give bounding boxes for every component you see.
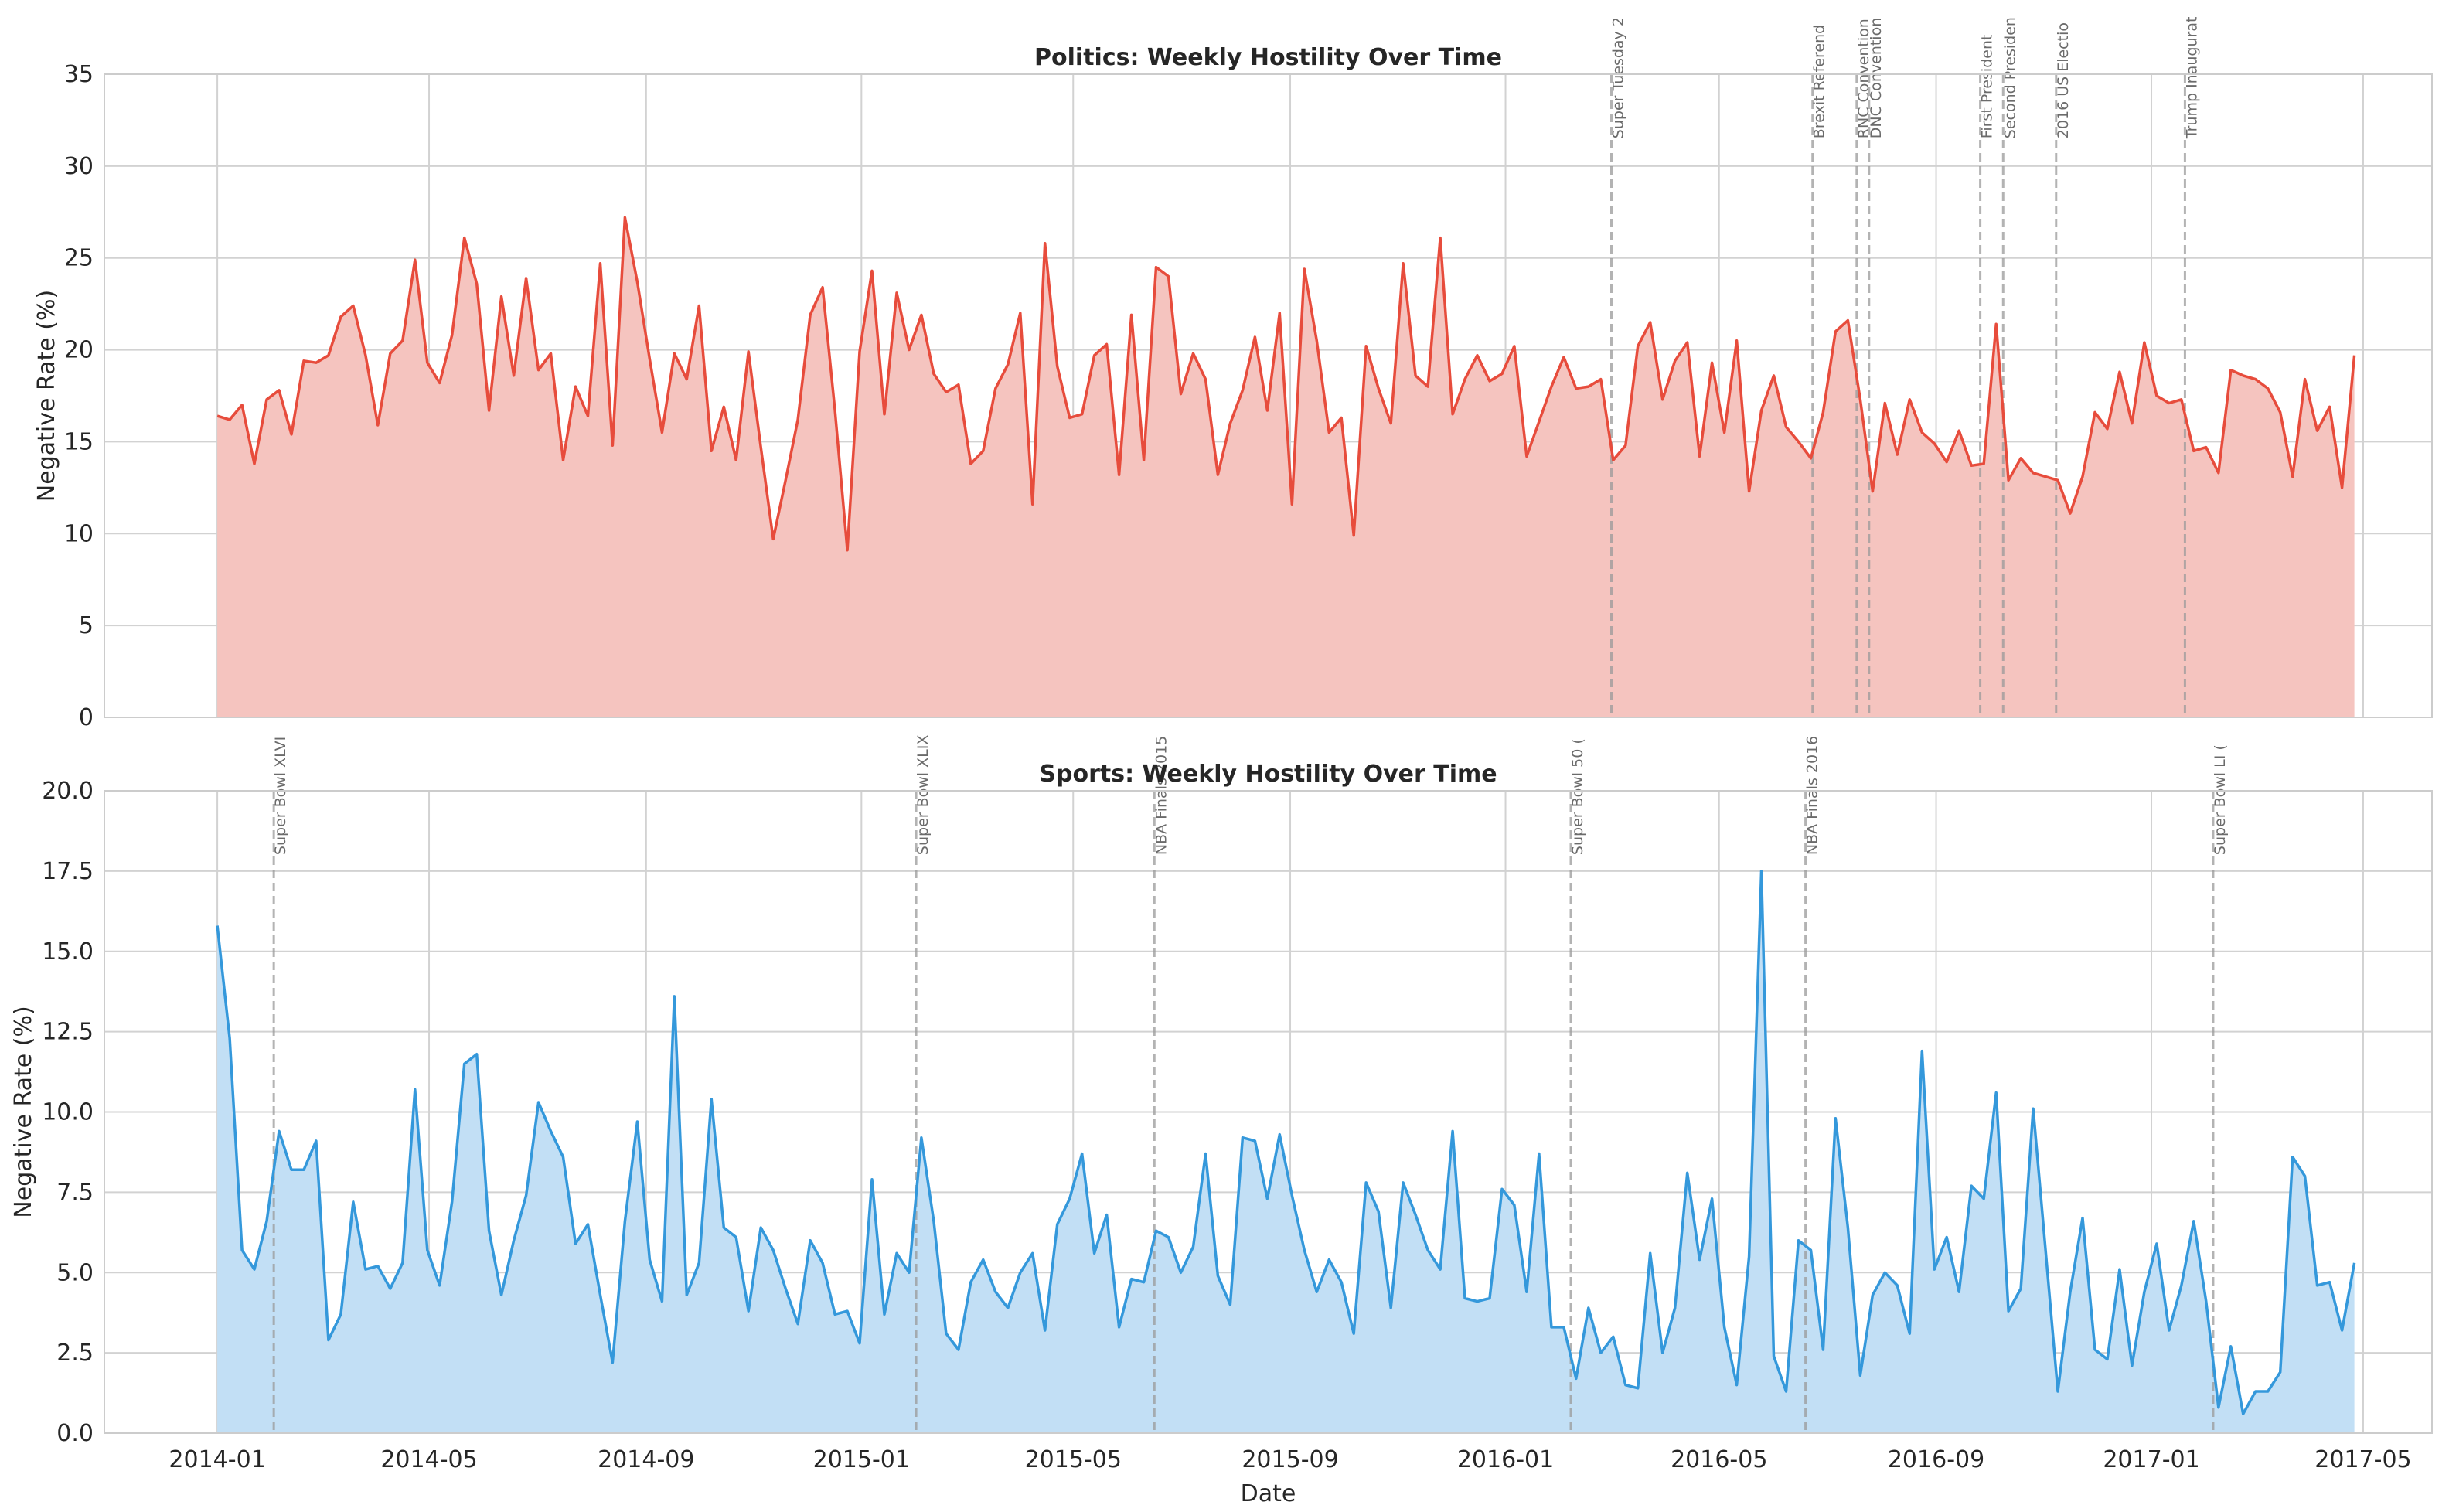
- event-marker-label: Super Bowl 50 (: [1569, 738, 1586, 855]
- event-marker-label: First President: [1979, 35, 1996, 139]
- y-tick-label: 25: [64, 245, 94, 272]
- chart-title: Sports: Weekly Hostility Over Time: [1039, 761, 1497, 788]
- y-tick-label: 0: [79, 704, 94, 731]
- y-tick-label: 17.5: [42, 858, 94, 885]
- event-marker-label: Second Presiden: [2001, 17, 2018, 138]
- x-tick-label: 2014-09: [598, 1446, 694, 1473]
- y-tick-label: 0.0: [56, 1420, 94, 1447]
- event-marker-label: Super Bowl XLIX: [915, 735, 932, 855]
- event-marker-label: Brexit Referend: [1811, 25, 1828, 138]
- y-tick-label: 7.5: [56, 1179, 94, 1206]
- y-tick-label: 2.5: [56, 1340, 94, 1367]
- x-tick-label: 2014-01: [169, 1446, 265, 1473]
- event-marker-label: 2016 US Electio: [2055, 22, 2072, 138]
- y-tick-label: 20.0: [42, 778, 94, 805]
- y-tick-label: 10.0: [42, 1099, 94, 1126]
- politics-chart-panel: Super Tuesday 2 Brexit Referend RNC Conven…: [33, 17, 2433, 731]
- y-tick-label: 5.0: [56, 1259, 94, 1286]
- series-line: [216, 216, 2356, 552]
- x-tick-label: 2015-05: [1025, 1446, 1122, 1473]
- x-tick-label: 2016-09: [1888, 1446, 1984, 1473]
- y-axis-label: Negative Rate (%): [10, 1006, 37, 1217]
- y-tick-label: 10: [64, 520, 94, 547]
- plot-frame: [104, 790, 2433, 1434]
- x-tick-label: 2017-01: [2103, 1446, 2199, 1473]
- y-tick-label: 5: [79, 612, 94, 639]
- y-tick-label: 20: [64, 337, 94, 364]
- y-tick-label: 15: [64, 428, 94, 455]
- plot-frame: [104, 73, 2433, 718]
- chart-title: Politics: Weekly Hostility Over Time: [1034, 44, 1502, 71]
- y-tick-label: 35: [64, 61, 94, 88]
- y-tick-label: 15.0: [42, 938, 94, 965]
- sports-chart-panel: Super Bowl XLVI Super Bowl XLIX NBA Finals…: [10, 735, 2433, 1507]
- series-line: [216, 870, 2356, 1415]
- y-tick-label: 12.5: [42, 1019, 94, 1046]
- event-marker-label: Super Tuesday 2: [1610, 17, 1627, 138]
- y-axis-label: Negative Rate (%): [33, 290, 60, 502]
- x-tick-label: 2015-09: [1242, 1446, 1338, 1473]
- event-marker-label: Super Bowl XLVI: [272, 737, 289, 855]
- series-area: [217, 217, 2355, 717]
- y-tick-label: 30: [64, 153, 94, 180]
- x-tick-label: 2016-01: [1457, 1446, 1554, 1473]
- x-axis-label: Date: [1241, 1480, 1296, 1507]
- event-marker-label: NBA Finals 2016: [1804, 736, 1821, 855]
- x-tick-label: 2017-05: [2314, 1446, 2411, 1473]
- event-marker-label: Super Bowl LI (: [2212, 744, 2229, 855]
- event-marker-label: NBA Finals 2015: [1153, 736, 1170, 855]
- x-tick-label: 2016-05: [1671, 1446, 1767, 1473]
- event-marker-label: DNC Convention: [1868, 18, 1885, 138]
- x-tick-label: 2014-05: [380, 1446, 477, 1473]
- x-tick-label: 2015-01: [813, 1446, 910, 1473]
- event-marker-label: Trump Inaugurat: [2183, 17, 2200, 140]
